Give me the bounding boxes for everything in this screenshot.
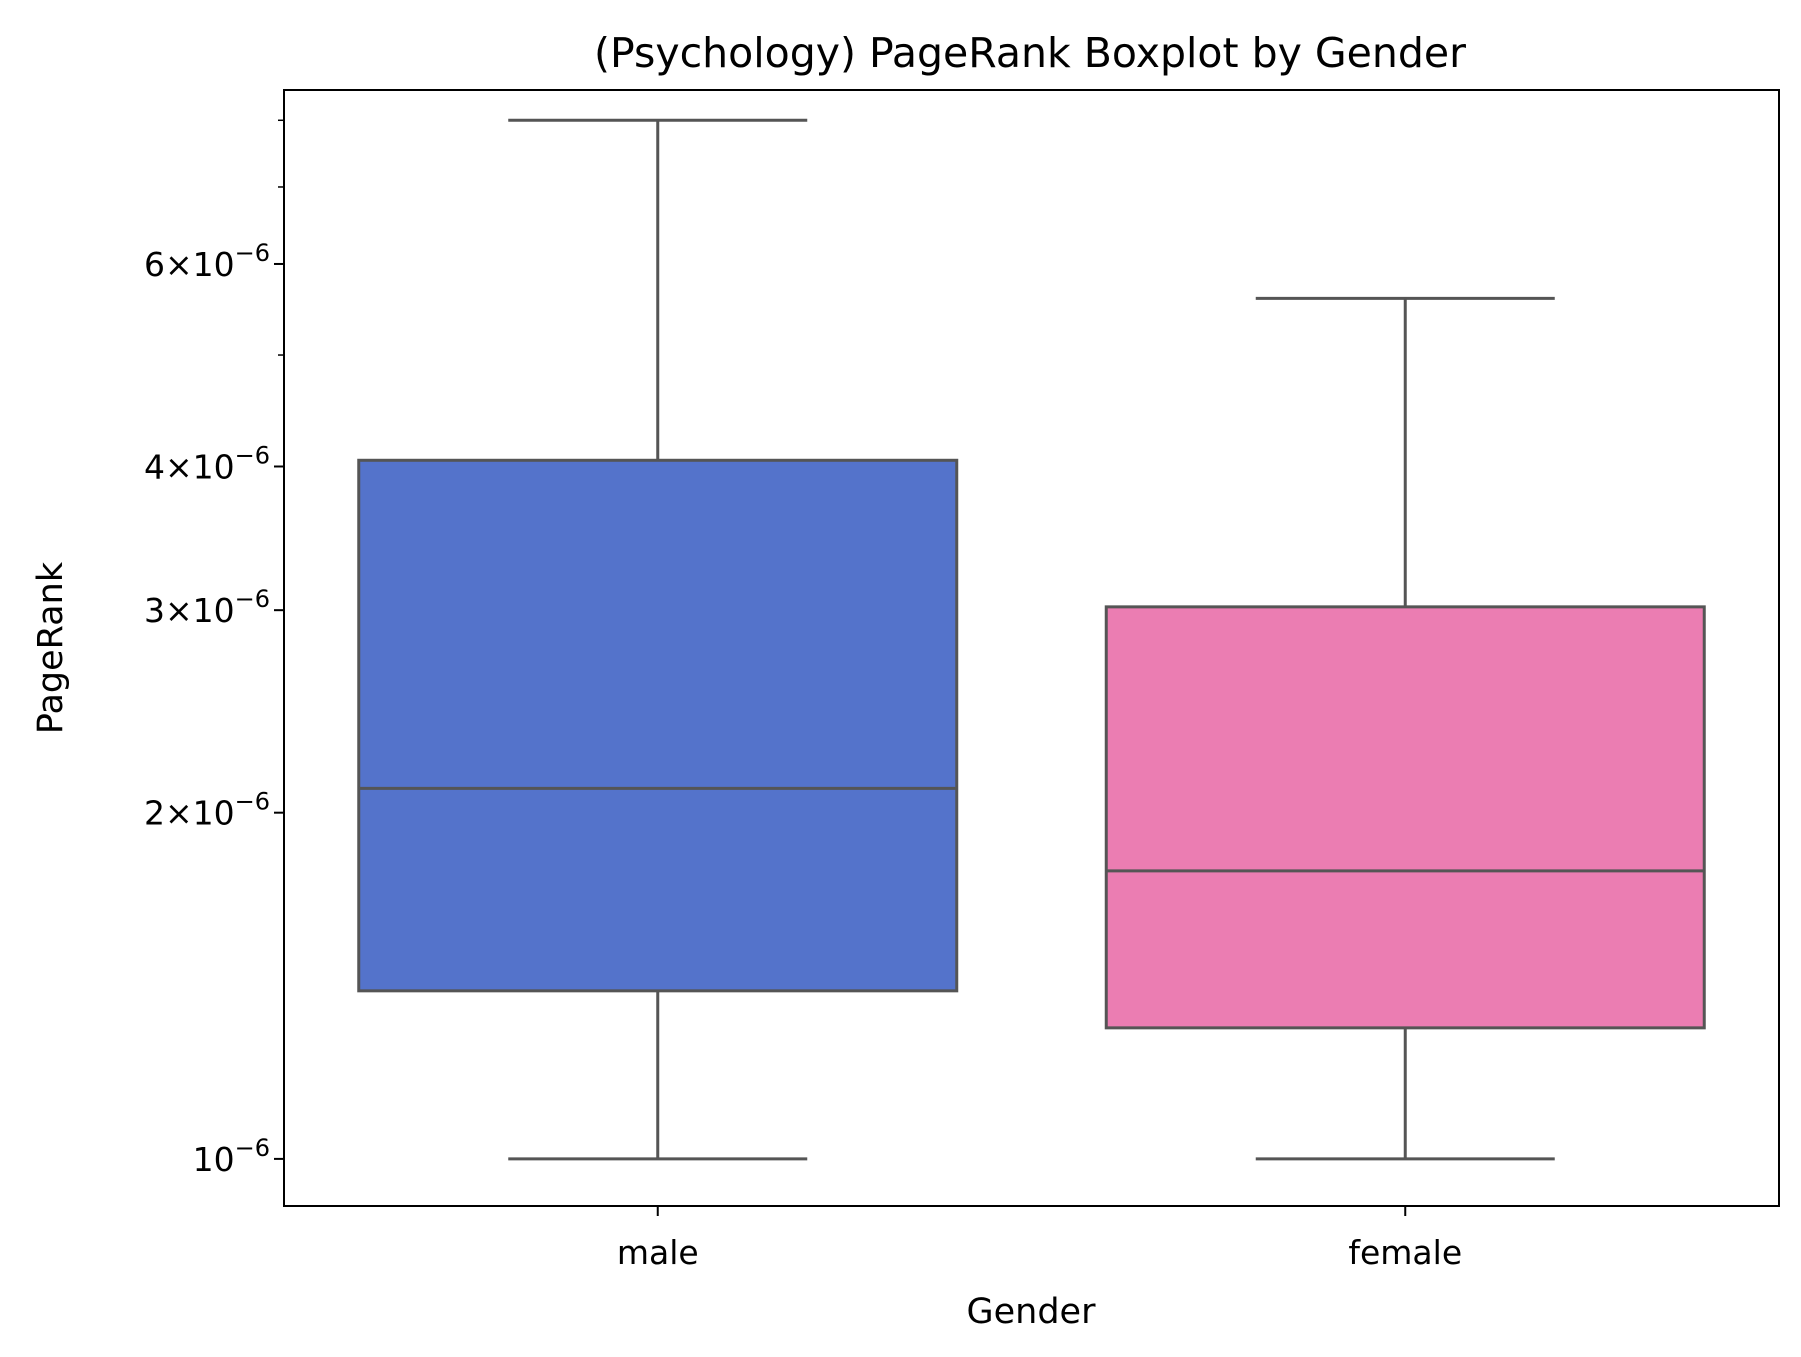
x-tick-label-male: male	[617, 1233, 699, 1272]
y-tick-label: 3×10−6	[144, 585, 270, 630]
box-female	[1104, 296, 1706, 1161]
y-tick-label: 10−6	[193, 1134, 270, 1179]
box-male	[357, 118, 959, 1161]
x-axis-ticks: male female	[617, 1206, 1462, 1272]
y-tick-label: 6×10−6	[144, 239, 270, 284]
y-tick-label: 4×10−6	[144, 441, 270, 486]
chart-title: (Psychology) PageRank Boxplot by Gender	[594, 29, 1466, 77]
y-tick-label: 2×10−6	[144, 788, 270, 833]
y-axis-ticks: 10−6 2×10−6 3×10−6 4×10−6 6×10−6	[144, 119, 284, 1179]
x-axis-label: Gender	[967, 1292, 1097, 1332]
x-tick-label-female: female	[1348, 1233, 1462, 1272]
plot-area	[357, 118, 1706, 1161]
iqr-box-female	[1104, 605, 1706, 1030]
iqr-box-male	[357, 458, 959, 993]
y-axis-label: PageRank	[31, 561, 71, 734]
plot-frame	[283, 89, 1780, 1207]
